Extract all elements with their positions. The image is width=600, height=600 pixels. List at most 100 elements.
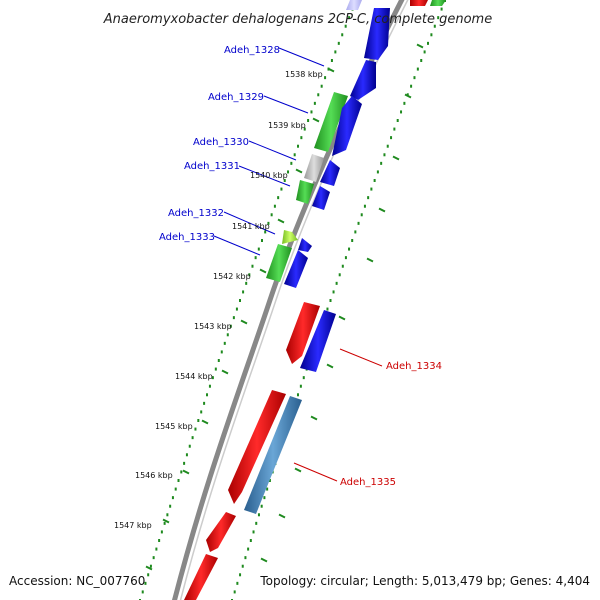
gene-feature[interactable] — [410, 0, 428, 6]
tick-dot — [226, 333, 229, 337]
tick-dot — [141, 590, 144, 594]
gene-feature[interactable] — [284, 250, 308, 288]
tick-dot — [239, 573, 242, 577]
tick-dot — [267, 221, 270, 225]
tick-dot — [357, 221, 360, 225]
tick-dot — [203, 401, 206, 405]
tick-dot — [351, 239, 354, 242]
gene-feature[interactable] — [244, 396, 302, 514]
tick-dot — [177, 479, 180, 482]
tick-dot — [299, 384, 302, 388]
tick-dash — [378, 207, 386, 213]
tick-dot — [403, 101, 406, 105]
tick-dot — [338, 273, 341, 277]
tick-dash — [277, 218, 285, 224]
gene-feature[interactable] — [286, 302, 320, 364]
gene-label-adeh-1334[interactable]: Adeh_1334 — [386, 361, 442, 372]
gene-features — [184, 0, 446, 600]
tick-dot — [255, 521, 258, 525]
gene-feature[interactable] — [364, 8, 390, 60]
tick-dot — [163, 521, 166, 525]
gene-feature[interactable] — [300, 310, 336, 372]
tick-dot — [229, 324, 232, 328]
tick-dot — [191, 436, 194, 440]
tick-dot — [257, 513, 260, 517]
tick-dot — [171, 496, 174, 500]
tick-dot — [158, 539, 161, 542]
tick-dot — [303, 127, 306, 131]
tick-dot — [247, 547, 250, 551]
gene-feature[interactable] — [346, 0, 362, 10]
tick-dot — [283, 179, 286, 182]
gene-feature[interactable] — [184, 554, 218, 600]
tick-dash — [278, 513, 286, 519]
gene-feature[interactable] — [314, 92, 348, 152]
tick-marks — [145, 43, 424, 571]
tick-dot-circles — [139, 0, 446, 600]
gene-feature[interactable] — [350, 60, 376, 100]
tick-dot — [329, 299, 332, 302]
tick-dot — [390, 136, 393, 140]
gene-feature[interactable] — [320, 160, 340, 186]
tick-dot — [214, 367, 217, 371]
tick-dot — [360, 213, 363, 217]
tick-dash — [201, 419, 209, 425]
tick-dot — [427, 41, 430, 45]
tick-dot — [307, 119, 310, 122]
tick-dot — [393, 127, 396, 131]
tick-dash — [312, 117, 320, 123]
tick-dot — [433, 24, 436, 28]
gene-label-adeh-1332[interactable]: Adeh_1332 — [168, 208, 224, 219]
gene-feature[interactable] — [298, 238, 312, 252]
tick-dot — [380, 161, 383, 165]
gene-feature[interactable] — [332, 96, 362, 156]
tick-dot — [280, 187, 283, 191]
tick-dot — [400, 110, 403, 114]
gene-label-adeh-1330[interactable]: Adeh_1330 — [193, 137, 249, 148]
tick-dot — [183, 461, 186, 465]
tick-dot — [287, 170, 290, 174]
tick-dot — [302, 376, 305, 380]
gene-label-adeh-1328[interactable]: Adeh_1328 — [224, 45, 280, 56]
tick-dot — [241, 564, 244, 568]
tick-dash — [416, 43, 424, 49]
genome-summary-text: Topology: circular; Length: 5,013,479 bp… — [260, 574, 590, 588]
tick-dot — [180, 470, 183, 474]
gene-label-adeh-1329[interactable]: Adeh_1329 — [208, 92, 264, 103]
gene-feature[interactable] — [304, 154, 324, 182]
tick-dot — [324, 76, 327, 80]
tick-dot — [248, 273, 251, 277]
gene-feature[interactable] — [266, 244, 292, 282]
gene-feature[interactable] — [430, 0, 446, 6]
tick-dot — [363, 204, 366, 208]
gene-label-adeh-1331[interactable]: Adeh_1331 — [184, 161, 240, 172]
gene-feature[interactable] — [296, 180, 314, 204]
tick-dot — [300, 136, 303, 140]
tick-dot — [293, 153, 296, 157]
tick-dot — [257, 247, 260, 251]
tick-dot — [251, 264, 254, 268]
gene-feature[interactable] — [282, 230, 298, 244]
kbp-label: 1541 kbp — [232, 222, 270, 231]
tick-dash — [162, 518, 170, 524]
tick-dot — [220, 350, 223, 354]
tick-dot — [144, 581, 147, 585]
tick-dot — [383, 153, 386, 157]
gene-feature[interactable] — [228, 390, 286, 504]
tick-dot — [200, 410, 203, 414]
kbp-label: 1544 kbp — [175, 372, 213, 381]
tick-dot — [423, 50, 426, 54]
tick-dot — [233, 590, 236, 594]
gene-label-adeh-1335[interactable]: Adeh_1335 — [340, 477, 396, 488]
tick-dot — [185, 453, 188, 457]
gene-label-adeh-1333[interactable]: Adeh_1333 — [159, 232, 215, 243]
tick-dot — [313, 101, 316, 105]
tick-dot — [260, 239, 263, 242]
tick-dot — [344, 24, 347, 28]
gene-feature[interactable] — [206, 512, 236, 552]
tick-dash — [295, 168, 303, 174]
tick-dot — [341, 264, 344, 268]
tick-dot — [420, 59, 423, 62]
tick-dot — [254, 256, 257, 260]
gene-feature[interactable] — [312, 186, 330, 210]
